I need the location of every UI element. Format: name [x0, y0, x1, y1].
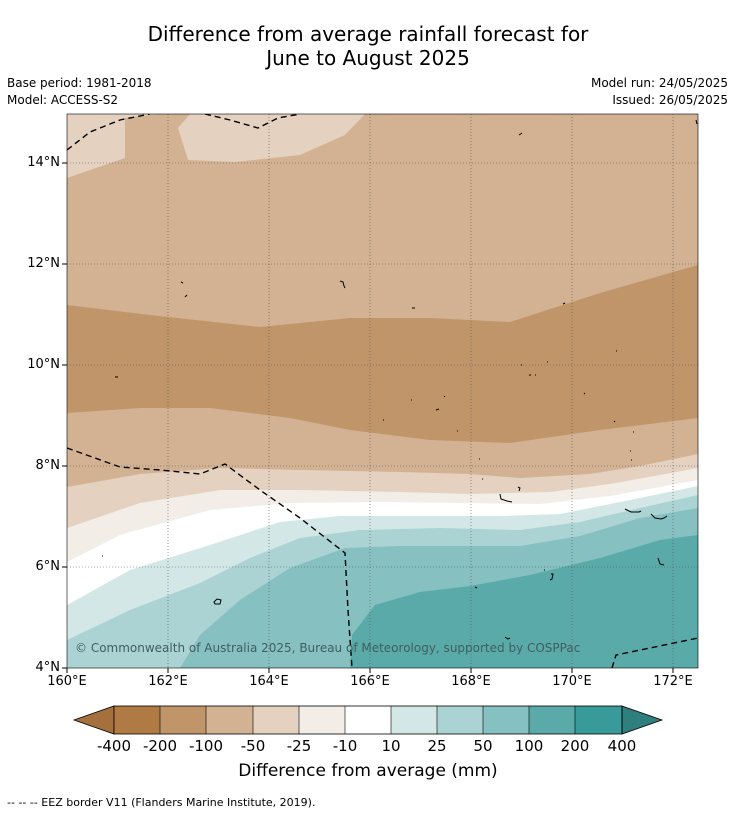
patch-minus-25-topleft	[67, 114, 160, 178]
colorbar-bin-2	[160, 706, 206, 734]
lon-label-164e: 164°E	[249, 674, 289, 689]
patch-minus-25-top	[178, 114, 365, 162]
eez-border-north-2	[204, 114, 301, 129]
rainfall-contours	[67, 114, 698, 668]
colorbar-label: -100	[188, 737, 224, 755]
eez-footnote: -- -- -- EEZ border V11 (Flanders Marine…	[7, 796, 316, 809]
colorbar-bin-10	[529, 706, 575, 734]
colorbar-bin-6	[345, 706, 391, 734]
colorbar-label: 100	[514, 737, 544, 755]
colorbar-label: -200	[142, 737, 178, 755]
eez-border-north	[67, 114, 151, 151]
eez-border-south-east	[611, 637, 698, 668]
lat-label-12n: 12°N	[27, 256, 60, 271]
lon-label-162e: 162°E	[148, 674, 188, 689]
colorbar-label: 400	[607, 737, 637, 755]
colorbar-label: 200	[560, 737, 590, 755]
colorbar-bin-8	[437, 706, 483, 734]
lat-label-6n: 6°N	[35, 559, 61, 574]
colorbar-label: 50	[473, 737, 493, 755]
colorbar-bin-7	[391, 706, 437, 734]
colorbar-extend-low	[72, 705, 115, 735]
colorbar-bin-4	[253, 706, 299, 734]
colorbar-bin-11	[575, 706, 622, 734]
lon-label-168e: 168°E	[451, 674, 491, 689]
model-run: Model run: 24/05/2025	[590, 76, 728, 90]
eez-border-marshall-west	[67, 447, 353, 668]
colorbar-label: -400	[96, 737, 132, 755]
colorbar	[72, 705, 664, 735]
lat-label-4n: 4°N	[35, 660, 61, 675]
colorbar-bin-1	[114, 706, 160, 734]
lon-label-166e: 166°E	[350, 674, 390, 689]
colorbar-label: 10	[381, 737, 401, 755]
colorbar-bin-9	[483, 706, 529, 734]
lat-label-8n: 8°N	[35, 458, 61, 473]
graticule	[67, 114, 698, 668]
lat-label-10n: 10°N	[27, 357, 60, 372]
colorbar-label: -10	[332, 737, 358, 755]
band-minus-100	[67, 265, 698, 443]
copyright-notice: © Commonwealth of Australia 2025, Bureau…	[75, 641, 581, 655]
lat-label-14n: 14°N	[27, 155, 60, 170]
lon-label-160e: 160°E	[47, 674, 87, 689]
base-period: Base period: 1981-2018	[7, 76, 152, 90]
colorbar-title: Difference from average (mm)	[238, 761, 498, 781]
meta-right: Model run: 24/05/2025 Issued: 26/05/2025	[591, 75, 728, 109]
colorbar-label: -50	[240, 737, 266, 755]
colorbar-bin-5	[299, 706, 345, 734]
issued-date: Issued: 26/05/2025	[612, 93, 728, 107]
model-name: Model: ACCESS-S2	[7, 93, 119, 107]
islands	[102, 119, 698, 640]
title-line-1: Difference from average rainfall forecas…	[147, 22, 589, 46]
title-line-2: June to August 2025	[266, 46, 470, 70]
map-title: Difference from average rainfall forecas…	[0, 22, 736, 70]
colorbar-label: 25	[427, 737, 447, 755]
lon-label-170e: 170°E	[552, 674, 592, 689]
colorbar-bin-3	[206, 706, 253, 734]
meta-left: Base period: 1981-2018 Model: ACCESS-S2	[7, 75, 152, 109]
colorbar-label: -25	[286, 737, 312, 755]
band-plus-100	[350, 535, 698, 668]
lon-label-172e: 172°E	[653, 674, 693, 689]
colorbar-extend-high	[621, 705, 664, 735]
axis-ticks	[62, 162, 674, 673]
map-frame	[66, 113, 699, 669]
